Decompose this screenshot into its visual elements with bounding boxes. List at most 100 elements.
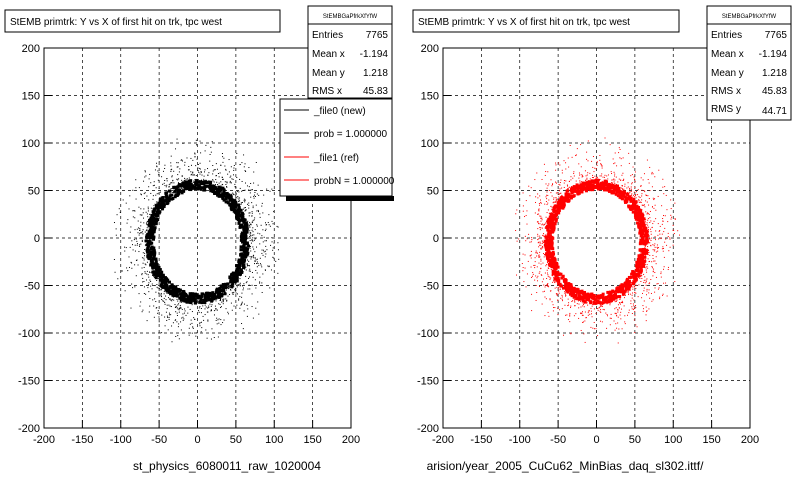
scatter-point	[144, 198, 146, 200]
stats-label: Mean x	[312, 49, 345, 60]
scatter-point	[606, 183, 608, 185]
scatter-point	[555, 278, 557, 280]
scatter-point	[223, 292, 227, 296]
scatter-point	[150, 250, 154, 254]
scatter-point	[236, 216, 240, 220]
scatter-point	[589, 172, 591, 174]
y-tick-label: -200	[417, 423, 439, 435]
scatter-point	[555, 169, 557, 171]
scatter-point	[658, 287, 660, 289]
scatter-point	[171, 293, 175, 297]
scatter-point	[155, 277, 157, 279]
scatter-point	[202, 298, 206, 302]
scatter-point	[648, 226, 650, 228]
scatter-point	[543, 241, 545, 243]
scatter-point	[145, 293, 147, 295]
scatter-point	[151, 210, 153, 212]
scatter-point	[651, 266, 653, 268]
scatter-point	[582, 302, 584, 304]
scatter-point	[159, 279, 161, 281]
scatter-point	[634, 200, 638, 204]
scatter-point	[543, 253, 545, 255]
scatter-point	[617, 342, 619, 344]
scatter-point	[239, 278, 241, 280]
scatter-point	[578, 299, 580, 301]
scatter-point	[262, 249, 264, 251]
scatter-point	[560, 276, 564, 280]
y-tick-label: 50	[28, 186, 40, 198]
scatter-point	[545, 201, 547, 203]
scatter-point	[113, 222, 115, 224]
scatter-point	[643, 231, 645, 233]
scatter-point	[584, 301, 586, 303]
scatter-point	[647, 250, 649, 252]
scatter-point	[182, 160, 184, 162]
scatter-point	[625, 192, 629, 196]
scatter-point	[245, 234, 247, 236]
scatter-point	[571, 186, 573, 188]
scatter-point	[159, 198, 161, 200]
scatter-point	[152, 267, 154, 269]
scatter-point	[152, 262, 154, 264]
scatter-point	[167, 329, 169, 331]
scatter-point	[623, 188, 625, 190]
scatter-point	[253, 239, 255, 241]
scatter-point	[248, 202, 250, 204]
scatter-point	[174, 306, 176, 308]
scatter-point	[637, 276, 639, 278]
scatter-point	[616, 183, 618, 185]
scatter-point	[154, 298, 156, 300]
scatter-point	[242, 248, 246, 252]
scatter-point	[244, 232, 248, 236]
x-tick-label: 150	[702, 434, 720, 446]
scatter-point	[236, 176, 238, 178]
scatter-point	[178, 323, 180, 325]
scatter-point	[538, 262, 540, 264]
scatter-point	[225, 298, 227, 300]
scatter-point	[646, 195, 648, 197]
scatter-point	[541, 240, 543, 242]
scatter-point	[640, 217, 642, 219]
scatter-point	[232, 274, 236, 278]
scatter-point	[588, 188, 592, 192]
scatter-point	[641, 275, 643, 277]
scatter-point	[230, 302, 232, 304]
scatter-point	[639, 208, 641, 210]
scatter-point	[131, 267, 133, 269]
scatter-point	[621, 328, 623, 330]
scatter-point	[211, 184, 213, 186]
scatter-point	[167, 288, 171, 292]
scatter-point	[256, 193, 258, 195]
scatter-point	[610, 171, 612, 173]
scatter-point	[646, 278, 648, 280]
scatter-point	[239, 211, 241, 213]
scatter-point	[592, 301, 594, 303]
scatter-point	[550, 205, 552, 207]
scatter-point	[643, 264, 645, 266]
scatter-point	[564, 304, 566, 306]
scatter-point	[568, 304, 570, 306]
scatter-point	[233, 279, 235, 281]
scatter-point	[215, 309, 217, 311]
scatter-point	[158, 205, 160, 207]
scatter-point	[619, 303, 621, 305]
scatter-point	[596, 176, 598, 178]
scatter-point	[219, 189, 221, 191]
scatter-point	[581, 186, 583, 188]
scatter-point	[221, 153, 223, 155]
scatter-point	[611, 173, 613, 175]
scatter-point	[181, 296, 183, 298]
scatter-point	[635, 284, 637, 286]
scatter-point	[640, 217, 644, 221]
scatter-point	[582, 299, 584, 301]
scatter-point	[220, 299, 222, 301]
scatter-point	[148, 257, 150, 259]
scatter-point	[173, 170, 175, 172]
scatter-point	[634, 178, 636, 180]
scatter-point	[158, 273, 162, 277]
scatter-point	[612, 301, 614, 303]
scatter-point	[221, 190, 223, 192]
scatter-point	[651, 267, 653, 269]
scatter-point	[163, 279, 167, 283]
scatter-point	[237, 293, 239, 295]
